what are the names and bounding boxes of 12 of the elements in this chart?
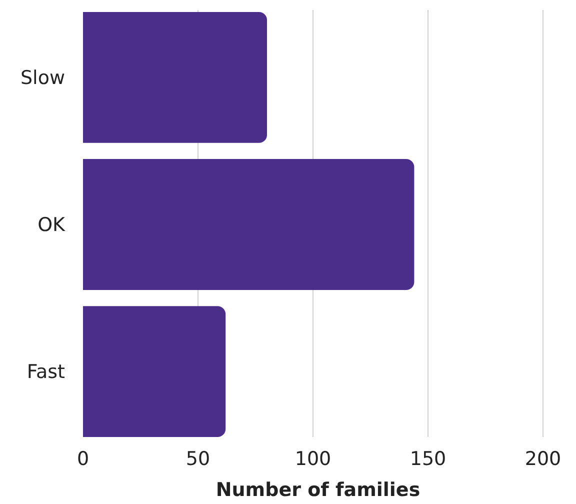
y-tick-label: OK (38, 214, 66, 236)
x-tick-label: 100 (294, 448, 332, 470)
y-tick-label: Slow (20, 67, 65, 90)
bar (83, 159, 414, 290)
x-tick-label: 150 (410, 448, 446, 470)
bar (83, 12, 267, 143)
x-tick-label: 200 (524, 448, 562, 470)
x-tick-label: 0 (76, 448, 90, 470)
y-tick-label: Fast (26, 361, 65, 384)
x-axis-title: Number of families (216, 479, 420, 501)
bar (83, 306, 226, 437)
x-tick-label: 50 (186, 448, 210, 470)
